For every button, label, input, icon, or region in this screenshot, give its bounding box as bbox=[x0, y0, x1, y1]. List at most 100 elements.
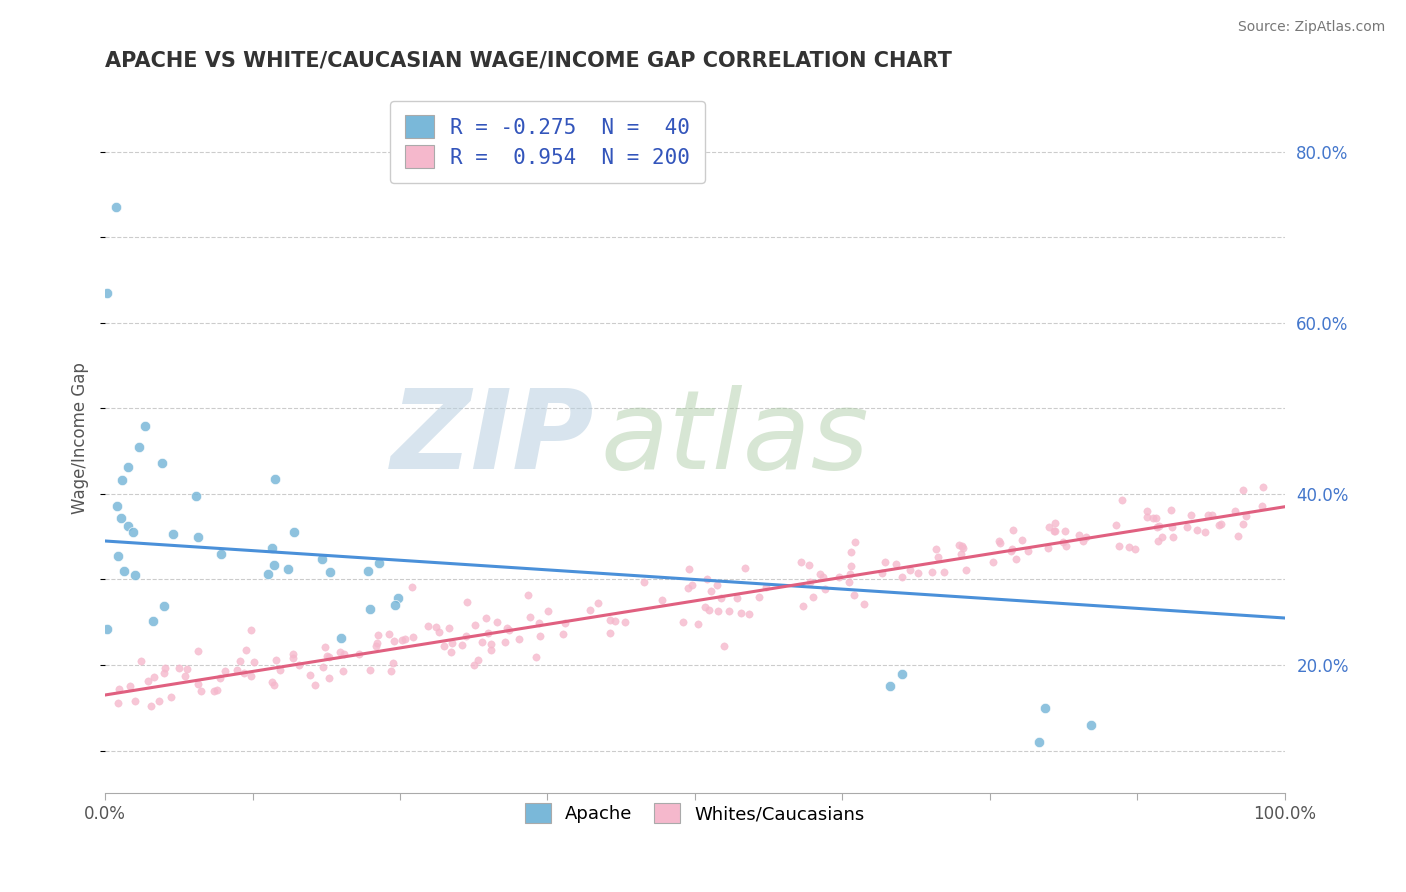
Point bbox=[838, 575, 860, 590]
Point bbox=[1250, 499, 1272, 513]
Point bbox=[1185, 523, 1208, 537]
Point bbox=[364, 640, 387, 654]
Point bbox=[1011, 533, 1033, 548]
Point bbox=[107, 697, 129, 711]
Point bbox=[463, 657, 485, 672]
Point bbox=[1147, 518, 1170, 533]
Point bbox=[1067, 527, 1090, 541]
Point bbox=[359, 663, 381, 677]
Point bbox=[312, 660, 335, 674]
Point bbox=[1136, 509, 1159, 524]
Point bbox=[537, 604, 560, 618]
Point bbox=[1043, 516, 1066, 531]
Point bbox=[551, 627, 574, 641]
Point bbox=[921, 565, 943, 579]
Point bbox=[696, 573, 718, 587]
Point bbox=[105, 499, 128, 513]
Point bbox=[124, 568, 146, 582]
Point bbox=[283, 647, 305, 661]
Point bbox=[394, 632, 416, 647]
Point bbox=[738, 607, 761, 622]
Point bbox=[474, 610, 496, 624]
Point bbox=[269, 664, 291, 678]
Point bbox=[1028, 735, 1050, 749]
Point bbox=[174, 669, 197, 683]
Point bbox=[884, 558, 907, 572]
Point bbox=[134, 418, 156, 433]
Point bbox=[529, 629, 551, 643]
Point bbox=[1043, 524, 1066, 538]
Point bbox=[96, 285, 118, 300]
Point bbox=[1208, 518, 1230, 533]
Point bbox=[456, 594, 478, 608]
Point bbox=[240, 623, 263, 637]
Point bbox=[162, 527, 184, 541]
Point bbox=[439, 621, 461, 635]
Point bbox=[599, 626, 621, 640]
Point bbox=[332, 664, 354, 678]
Point bbox=[277, 562, 299, 576]
Point bbox=[263, 677, 285, 691]
Point bbox=[810, 566, 832, 581]
Point bbox=[1052, 534, 1074, 549]
Point bbox=[402, 630, 425, 644]
Point bbox=[110, 510, 132, 524]
Point bbox=[792, 599, 814, 613]
Point bbox=[508, 632, 530, 646]
Point bbox=[456, 629, 478, 643]
Point bbox=[1033, 701, 1056, 715]
Point bbox=[228, 654, 250, 668]
Point bbox=[148, 694, 170, 708]
Point bbox=[347, 647, 370, 661]
Point bbox=[479, 643, 502, 657]
Point bbox=[401, 580, 423, 594]
Point bbox=[801, 590, 824, 604]
Point bbox=[425, 620, 447, 634]
Point bbox=[387, 591, 409, 606]
Point bbox=[873, 555, 896, 569]
Point bbox=[828, 570, 851, 584]
Point bbox=[730, 606, 752, 620]
Point bbox=[1054, 524, 1077, 539]
Point bbox=[143, 670, 166, 684]
Point bbox=[686, 616, 709, 631]
Point bbox=[1194, 525, 1216, 540]
Point bbox=[232, 665, 254, 680]
Point bbox=[155, 660, 177, 674]
Point bbox=[891, 570, 914, 584]
Point bbox=[1160, 520, 1182, 534]
Point bbox=[283, 524, 305, 539]
Point bbox=[141, 698, 163, 713]
Y-axis label: Wage/Income Gap: Wage/Income Gap bbox=[72, 362, 89, 515]
Point bbox=[150, 456, 173, 470]
Point bbox=[263, 472, 285, 486]
Point bbox=[1054, 540, 1077, 554]
Point bbox=[333, 648, 356, 662]
Point bbox=[498, 623, 520, 637]
Point bbox=[1152, 530, 1174, 544]
Point bbox=[486, 615, 509, 629]
Point bbox=[226, 663, 249, 677]
Point bbox=[260, 674, 283, 689]
Point bbox=[242, 655, 264, 669]
Point bbox=[1160, 503, 1182, 517]
Point bbox=[1043, 524, 1066, 538]
Point bbox=[844, 535, 866, 549]
Point bbox=[932, 565, 955, 579]
Point bbox=[839, 558, 862, 573]
Point bbox=[1000, 541, 1022, 556]
Point bbox=[839, 544, 862, 558]
Point bbox=[707, 604, 730, 618]
Point bbox=[1118, 540, 1140, 554]
Point bbox=[1253, 480, 1275, 494]
Point bbox=[96, 623, 118, 637]
Point bbox=[187, 644, 209, 658]
Point bbox=[588, 596, 610, 610]
Point bbox=[1005, 551, 1028, 566]
Point bbox=[494, 635, 516, 649]
Point bbox=[599, 613, 621, 627]
Point bbox=[128, 440, 150, 454]
Point bbox=[519, 610, 541, 624]
Point bbox=[464, 618, 486, 632]
Point bbox=[257, 567, 280, 582]
